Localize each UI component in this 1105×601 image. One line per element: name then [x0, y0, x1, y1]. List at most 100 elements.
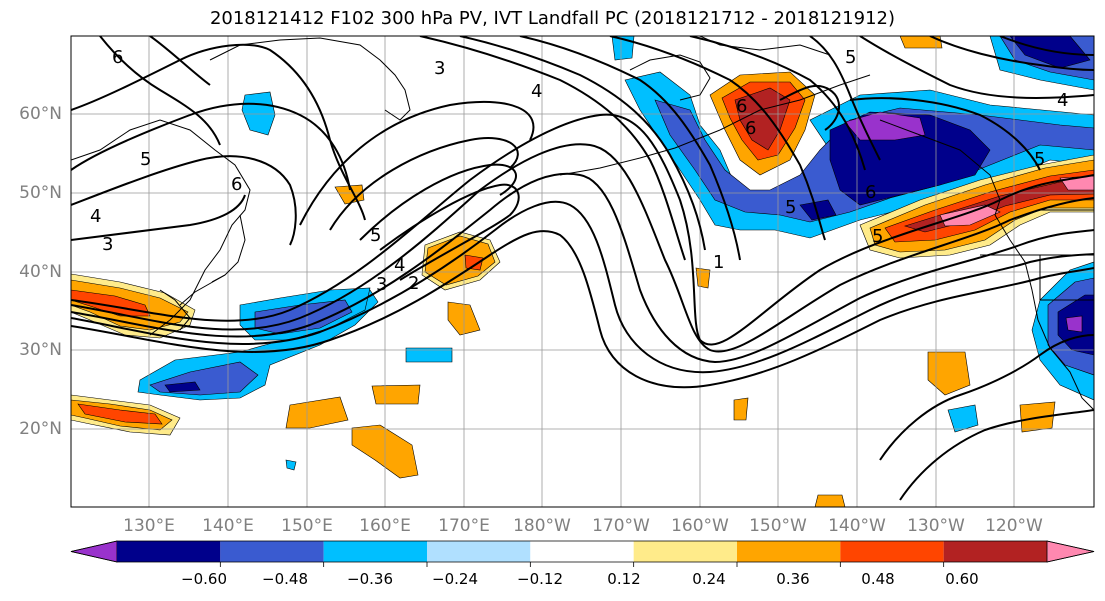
- pv-contour: [419, 36, 686, 261]
- contour-label: 5: [370, 225, 381, 246]
- pv-contour: [359, 163, 517, 241]
- negative-anomaly: [799, 199, 837, 221]
- pv-contour: [71, 155, 297, 246]
- colorbar-extension-max: [1046, 540, 1095, 563]
- negative-anomaly: [164, 381, 201, 393]
- lon-label: 130°W: [907, 516, 965, 536]
- pv-contour: [689, 36, 866, 171]
- map-title: 2018121412 F102 300 hPa PV, IVT Landfall…: [209, 8, 896, 29]
- contour-label: 5: [845, 47, 856, 68]
- colorbar-tick-label: −0.24: [432, 570, 478, 588]
- pv-contour: [71, 194, 246, 241]
- contour-label: 3: [376, 274, 387, 295]
- lon-label: 180°W: [513, 516, 571, 536]
- pv-contour: [299, 101, 535, 226]
- pv-contour: [71, 172, 1094, 364]
- colorbar-extension-min: [70, 540, 118, 563]
- colorbar-tick-label: 0.12: [607, 570, 641, 588]
- colorbar-segment: [117, 541, 221, 562]
- pv-contour: [519, 36, 741, 261]
- positive-anomaly: [371, 384, 421, 405]
- contour-label: 5: [1034, 149, 1045, 170]
- contour-label: 6: [112, 47, 123, 68]
- gridlines: [71, 36, 1094, 507]
- lon-label: 160°E: [359, 516, 411, 536]
- colorbar-segment: [323, 541, 427, 562]
- negative-anomaly: [241, 91, 276, 136]
- lon-label: 130°E: [123, 516, 175, 536]
- colorbar-tick-label: 0.60: [945, 570, 979, 588]
- pv-contour: [71, 143, 1094, 353]
- lon-label: 140°E: [202, 516, 254, 536]
- lon-label: 150°W: [749, 516, 807, 536]
- lat-label: 50°N: [19, 183, 62, 203]
- positive-anomaly: [77, 403, 163, 425]
- colorbar-segment: [633, 541, 737, 562]
- pv-contour: [71, 113, 1094, 346]
- lat-label: 40°N: [19, 262, 62, 282]
- contour-label: 2: [408, 273, 419, 294]
- negative-anomaly: [947, 404, 979, 433]
- pv-contour: [859, 36, 1094, 99]
- colorbar-segment: [943, 541, 1047, 562]
- map-frame: [70, 35, 1095, 508]
- pv-contour: [71, 43, 366, 221]
- positive-anomaly: [733, 397, 749, 421]
- contour-label: 1: [713, 252, 724, 273]
- positive-anomaly: [814, 494, 846, 507]
- positive-anomaly: [285, 396, 349, 429]
- lat-label: 20°N: [19, 419, 62, 439]
- positive-anomaly: [464, 254, 484, 271]
- colorbar-tick-label: −0.36: [347, 570, 393, 588]
- contour-label: 3: [434, 58, 445, 79]
- contour-label: 5: [140, 149, 151, 170]
- lon-label: 140°W: [828, 516, 886, 536]
- negative-anomaly: [844, 111, 926, 141]
- contour-label: 6: [736, 96, 747, 117]
- negative-anomaly: [1009, 36, 1091, 69]
- colorbar-tick-label: 0.24: [692, 570, 726, 588]
- positive-anomaly: [899, 36, 943, 49]
- colorbar-segment: [737, 541, 841, 562]
- pv-contour: [99, 36, 221, 146]
- pv-contour: [149, 36, 211, 86]
- pv-contour: [899, 409, 1094, 501]
- colorbar-tick-label: 0.48: [861, 570, 895, 588]
- pv-contour: [779, 84, 840, 131]
- contour-label: 6: [865, 182, 876, 203]
- pv-contour: [929, 36, 1094, 71]
- contour-label: 4: [531, 81, 542, 102]
- contour-labels: 6 3 4 5 6 4 5 6 3 5 3 4 2 5 6 1 6 5 4 5: [90, 47, 1068, 295]
- negative-anomaly: [1065, 315, 1083, 333]
- contour-label: 4: [90, 206, 101, 227]
- positive-anomaly: [695, 267, 711, 289]
- lon-label: 120°W: [985, 516, 1043, 536]
- contour-label: 4: [394, 255, 405, 276]
- lon-label: 150°E: [281, 516, 333, 536]
- contour-label: 4: [1057, 90, 1068, 111]
- colorbar-segment: [427, 541, 531, 562]
- lat-label: 30°N: [19, 340, 62, 360]
- colorbar-outline: [70, 540, 1095, 563]
- pv-contour: [809, 36, 881, 161]
- colorbar-tick-label: 0.36: [776, 570, 810, 588]
- colorbar-segment: [840, 541, 944, 562]
- contour-label: 3: [102, 234, 113, 255]
- negative-anomaly: [405, 347, 453, 363]
- pv-contour: [459, 36, 706, 251]
- colorbar-tick-label: −0.48: [262, 570, 308, 588]
- pv-contour: [329, 137, 519, 231]
- colorbar-tick-label: −0.12: [517, 570, 563, 588]
- colorbar-tick-label: −0.60: [181, 570, 227, 588]
- contour-label: 6: [745, 118, 756, 139]
- contour-label: 5: [785, 197, 796, 218]
- pv-contour: [71, 102, 351, 191]
- pv-contour: [71, 200, 1094, 374]
- pv-contour: [71, 230, 1094, 389]
- positive-anomaly: [939, 204, 1001, 227]
- lat-label: 60°N: [19, 104, 62, 124]
- pv-contour: [999, 36, 1094, 56]
- pv-contour: [379, 183, 520, 281]
- colorbar-segment: [220, 541, 324, 562]
